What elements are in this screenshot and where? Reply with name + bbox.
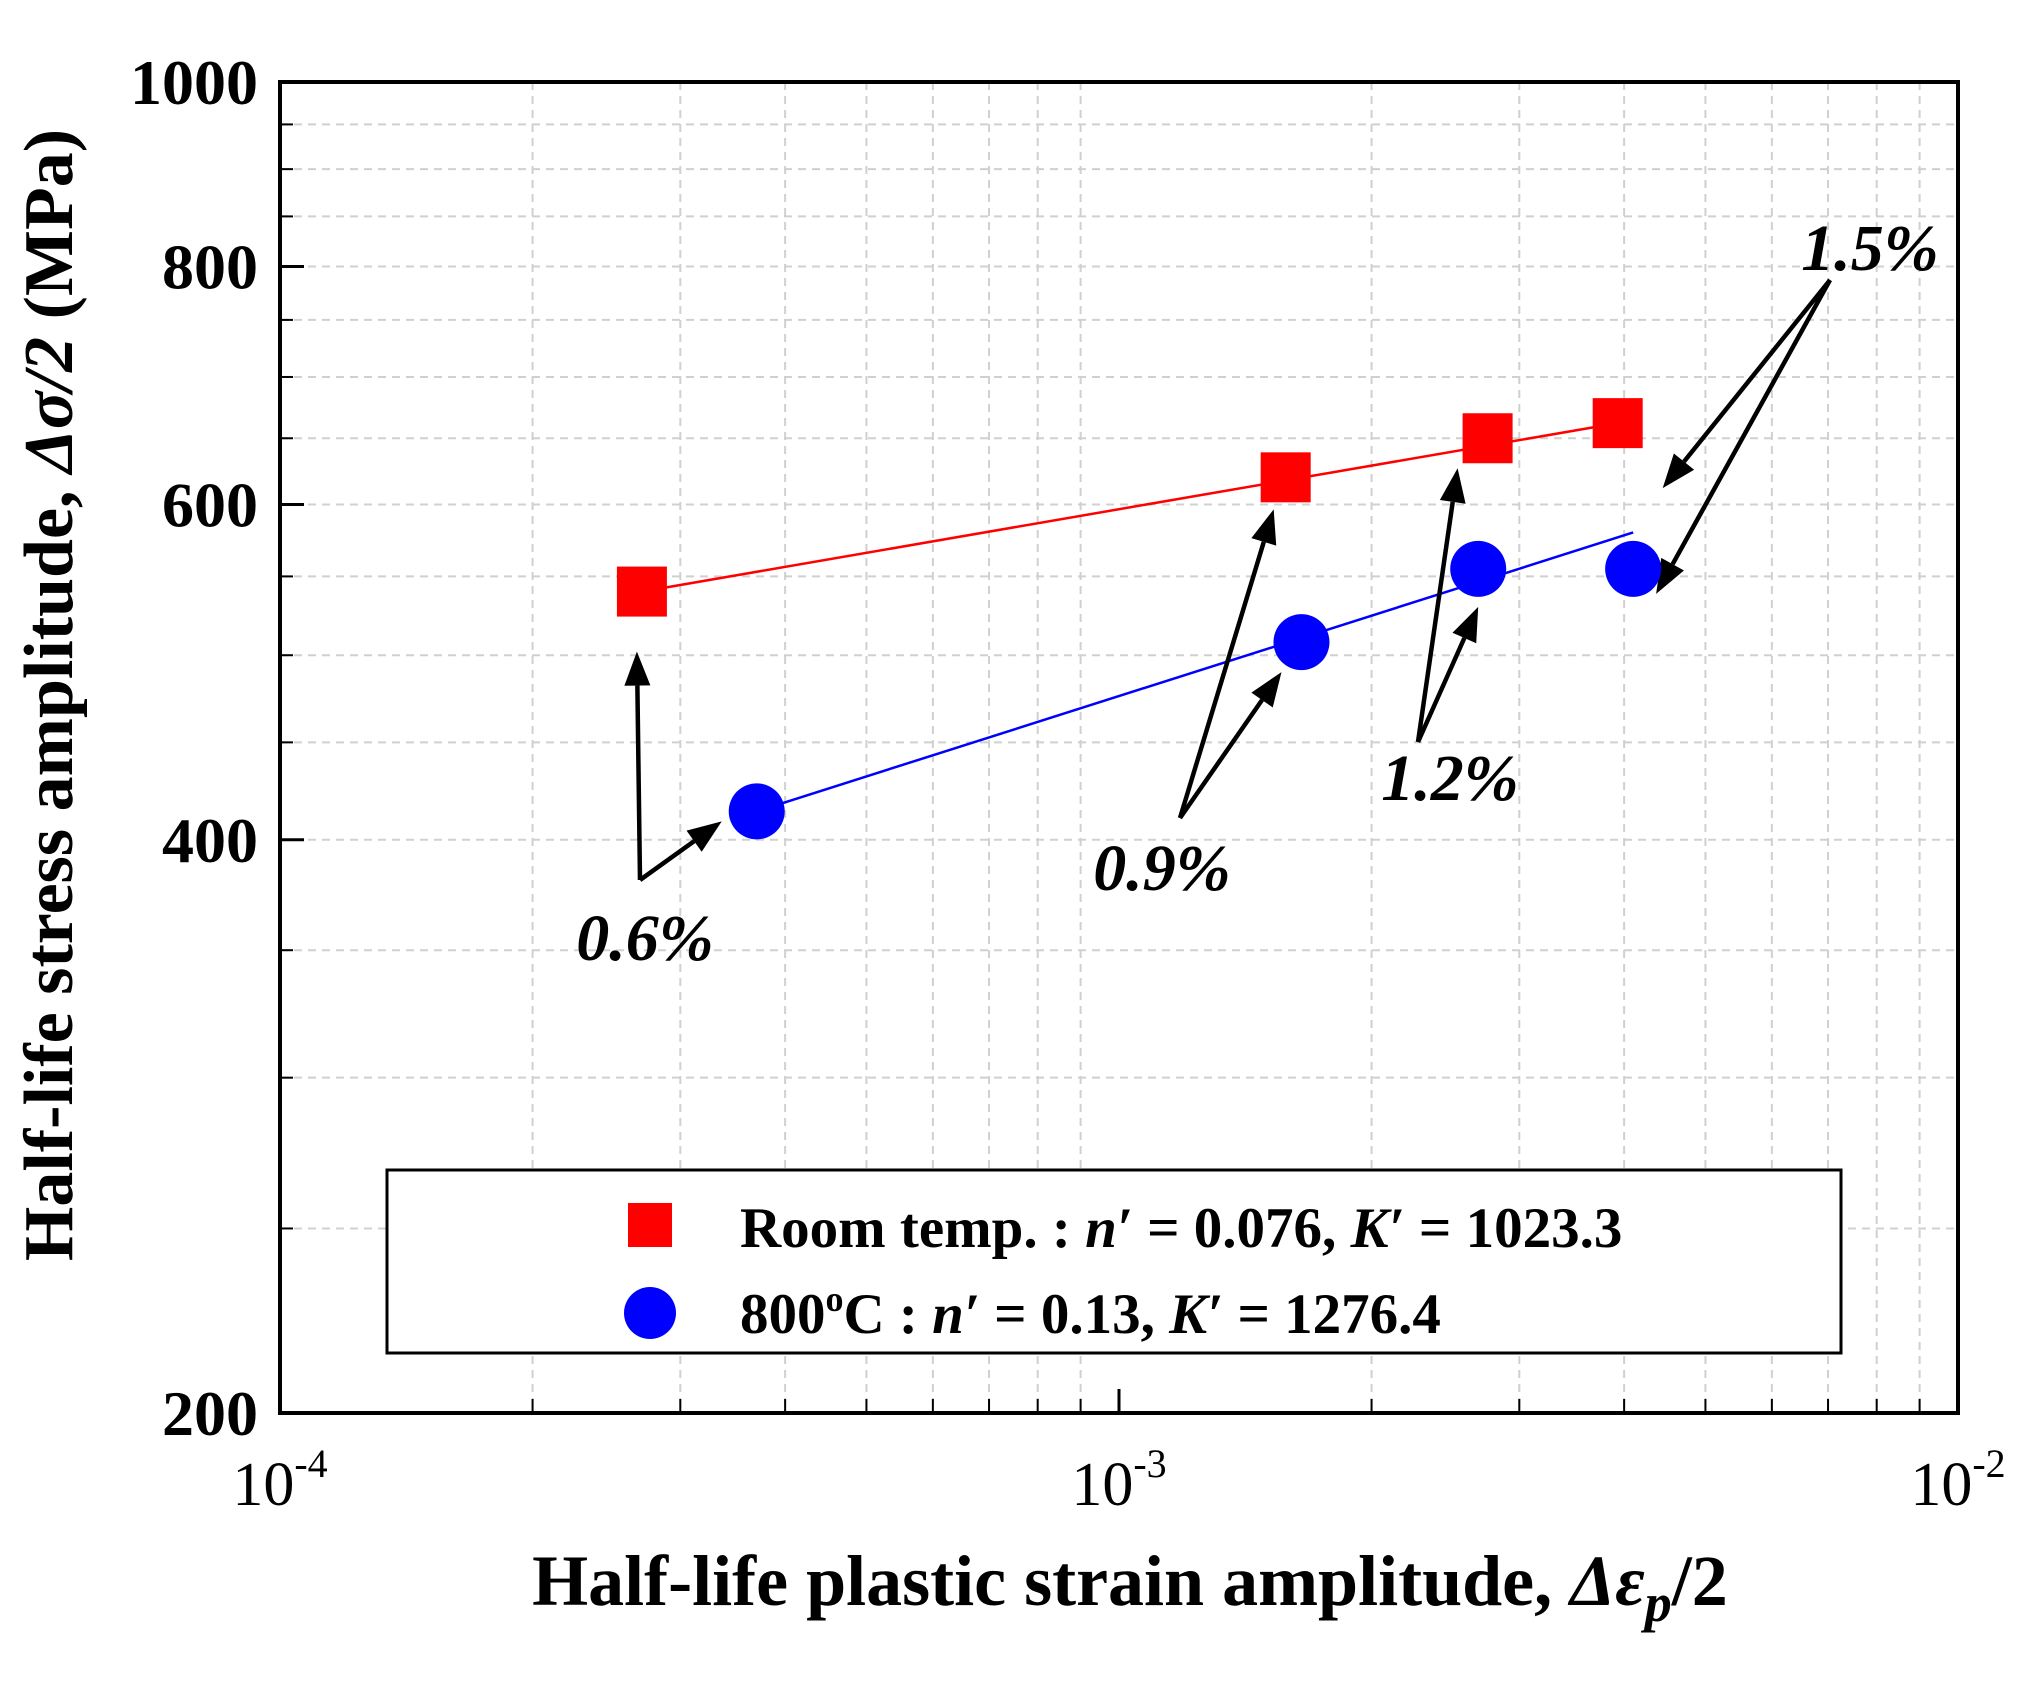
annotation-arrow-shaft xyxy=(1670,278,1832,566)
plot-frame xyxy=(278,80,1960,1415)
legend: Room temp. : n′ = 0.076, K′ = 1023.3 800… xyxy=(385,1168,1843,1355)
legend-label-800c: 800oC : n′ = 0.13, K′ = 1276.4 xyxy=(740,1279,1441,1346)
annotation-arrow-shaft xyxy=(1415,501,1455,743)
data-point-room-temp xyxy=(1462,413,1513,464)
y-tick-label: 1000 xyxy=(130,47,258,118)
annotation-label: 0.6% xyxy=(576,902,713,975)
data-markers xyxy=(616,398,1662,840)
x-tick-label: 10-2 xyxy=(1910,1441,2005,1519)
data-point-room-temp xyxy=(1592,398,1643,449)
data-point-800c xyxy=(728,783,785,840)
y-tick-label: 400 xyxy=(162,805,258,876)
y-tick-label: 600 xyxy=(162,469,258,540)
data-point-room-temp xyxy=(616,566,667,617)
data-point-room-temp xyxy=(1260,452,1311,503)
annotation-arrow-head xyxy=(1656,557,1684,594)
data-point-800c xyxy=(1450,540,1507,597)
annotation-arrow-head xyxy=(686,821,722,852)
annotation-arrow-head xyxy=(1251,509,1277,546)
annotation-arrow-shaft xyxy=(1415,637,1467,743)
annotation-arrow-head xyxy=(1452,606,1479,644)
annotation-arrow-head xyxy=(624,651,651,686)
legend-marker-800c xyxy=(624,1287,676,1339)
x-tick-label: 10-4 xyxy=(232,1441,327,1519)
data-point-800c xyxy=(1273,614,1330,671)
annotation-arrow-shaft xyxy=(1682,278,1832,464)
annotation-arrows xyxy=(624,278,1832,882)
data-point-800c xyxy=(1605,540,1662,597)
fit-line-room-temp xyxy=(641,421,1618,593)
annotation-arrow-head xyxy=(1251,672,1282,708)
legend-box xyxy=(385,1168,1843,1355)
tick-labels: 10-4 10-3 10-2 200 400 600 800 1000 xyxy=(130,47,2006,1519)
annotation-labels: 0.6% 0.9% 1.2% 1.5% xyxy=(576,212,1938,975)
legend-label-room-temp: Room temp. : n′ = 0.076, K′ = 1023.3 xyxy=(740,1197,1622,1260)
legend-marker-room-temp xyxy=(628,1203,672,1247)
annotation-arrow-shaft xyxy=(1178,698,1264,820)
annotation-label: 0.9% xyxy=(1093,832,1230,905)
y-tick-label: 200 xyxy=(162,1378,258,1449)
annotation-label: 1.5% xyxy=(1801,212,1938,285)
annotation-arrow-shaft xyxy=(635,685,643,881)
y-axis-label: Half-life stress amplitude, Δσ/2 (MPa) xyxy=(11,129,88,1261)
annotation-arrow-head xyxy=(1662,453,1695,489)
annotation-arrow-shaft xyxy=(638,839,696,882)
y-tick-label: 800 xyxy=(162,232,258,303)
x-tick-label: 10-3 xyxy=(1071,1441,1166,1519)
annotation-label: 1.2% xyxy=(1381,742,1518,815)
annotation-arrow-head xyxy=(1439,468,1466,504)
annotation-arrow-shaft xyxy=(1177,541,1266,819)
x-axis-label: Half-life plastic strain amplitude, Δεp/… xyxy=(532,1541,1728,1633)
